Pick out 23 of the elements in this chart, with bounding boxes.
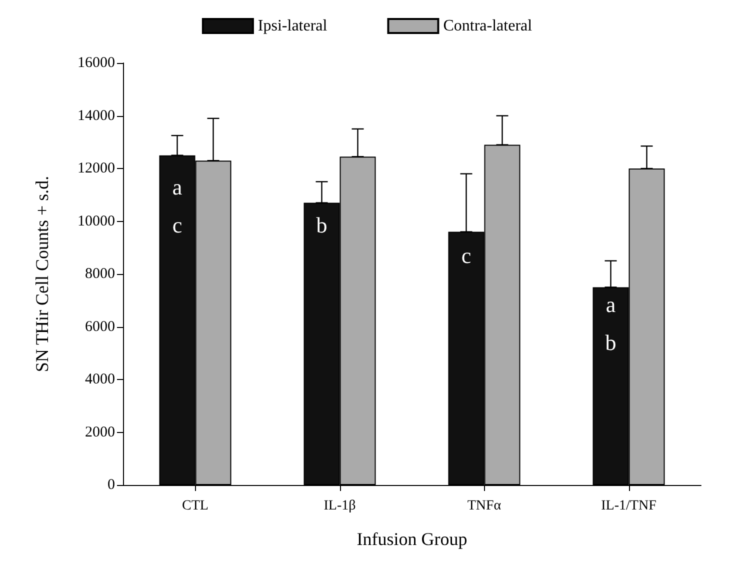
x-tick-label: IL-1/TNF [601, 498, 657, 514]
y-axis-title: SN THir Cell Counts + s.d. [32, 176, 52, 372]
y-tick-label: 2000 [85, 424, 115, 440]
x-tick-label: CTL [182, 498, 208, 514]
annotation: a [606, 292, 616, 317]
x-tick-label: IL-1β [324, 498, 356, 514]
annotation: a [172, 174, 182, 200]
legend-label: Contra-lateral [443, 18, 533, 34]
y-tick-label: 14000 [78, 108, 115, 124]
y-tick-label: 16000 [78, 55, 115, 71]
y-tick-label: 0 [108, 477, 115, 493]
legend-label: Ipsi-lateral [258, 18, 328, 34]
annotation: b [316, 212, 328, 238]
y-tick-label: 4000 [85, 372, 115, 388]
x-axis-title: Infusion Group [356, 529, 468, 549]
annotation: b [605, 330, 616, 356]
annotation: c [172, 212, 182, 238]
y-tick-label: 8000 [85, 266, 115, 282]
y-tick-label: 6000 [85, 318, 115, 335]
y-tick-label: 10000 [78, 213, 115, 230]
annotation: c [461, 243, 472, 268]
y-tick-label: 12000 [78, 160, 115, 176]
x-tick-label: TNFα [467, 498, 502, 514]
